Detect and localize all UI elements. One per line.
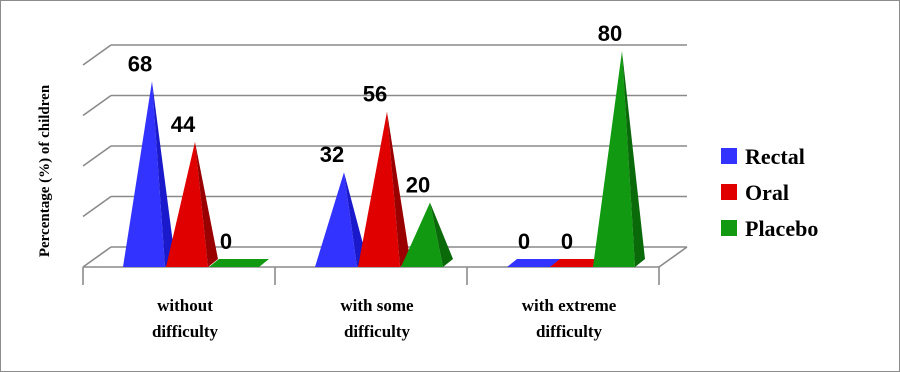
category-label: difficulty (344, 322, 411, 341)
value-label-rectal: 0 (518, 229, 530, 254)
value-label-oral: 56 (363, 82, 387, 107)
pyramid-front-placebo (401, 202, 443, 267)
pyramid-side-oral (195, 141, 218, 267)
bars (123, 51, 645, 267)
legend-swatch-rectal (721, 148, 737, 164)
legend-swatch-oral (721, 184, 737, 200)
value-label-placebo: 0 (220, 229, 232, 254)
legend-swatch-placebo (721, 220, 737, 236)
legend-label-oral: Oral (745, 180, 789, 205)
legend-label-rectal: Rectal (745, 144, 805, 169)
pyramid-side-oral (387, 111, 410, 267)
category-label: without (157, 296, 213, 315)
gridline-depth (82, 44, 112, 66)
value-label-oral: 44 (171, 112, 196, 137)
pyramid-front-rectal (315, 172, 357, 267)
gridline-depth (82, 145, 112, 167)
category-label: with extreme (522, 296, 617, 315)
value-label-placebo: 80 (598, 21, 622, 46)
y-axis-title: Percentage (%) of children (37, 84, 53, 257)
value-label-rectal: 32 (320, 142, 344, 167)
category-label: difficulty (152, 322, 219, 341)
gridline-depth (82, 195, 112, 218)
gridline-depth (82, 246, 112, 268)
pyramid-front-oral (358, 111, 400, 267)
pyramid-side-placebo (430, 202, 453, 267)
pyramid-front-rectal (123, 81, 165, 267)
pyramid-side-placebo (622, 51, 645, 267)
gridline-depth (82, 94, 112, 117)
category-labels: without difficulty with some difficulty with… (152, 296, 617, 341)
pyramid-front-oral (166, 141, 208, 267)
value-labels: 68 44 0 32 56 20 0 0 80 (128, 21, 622, 254)
legend: Rectal Oral Placebo (721, 144, 818, 241)
floor-right-edge (658, 246, 688, 268)
pyramid-side-rectal (344, 172, 367, 267)
category-label: with some (340, 296, 414, 315)
pyramid-flat-placebo (209, 259, 269, 267)
value-label-oral: 0 (561, 229, 573, 254)
pyramid-side-rectal (152, 81, 175, 267)
category-label: difficulty (536, 322, 603, 341)
pyramid-flat-rectal (507, 259, 567, 267)
value-label-rectal: 68 (128, 51, 152, 76)
value-label-placebo: 20 (406, 173, 430, 198)
legend-label-placebo: Placebo (745, 216, 818, 241)
pyramid-front-placebo (593, 51, 635, 267)
